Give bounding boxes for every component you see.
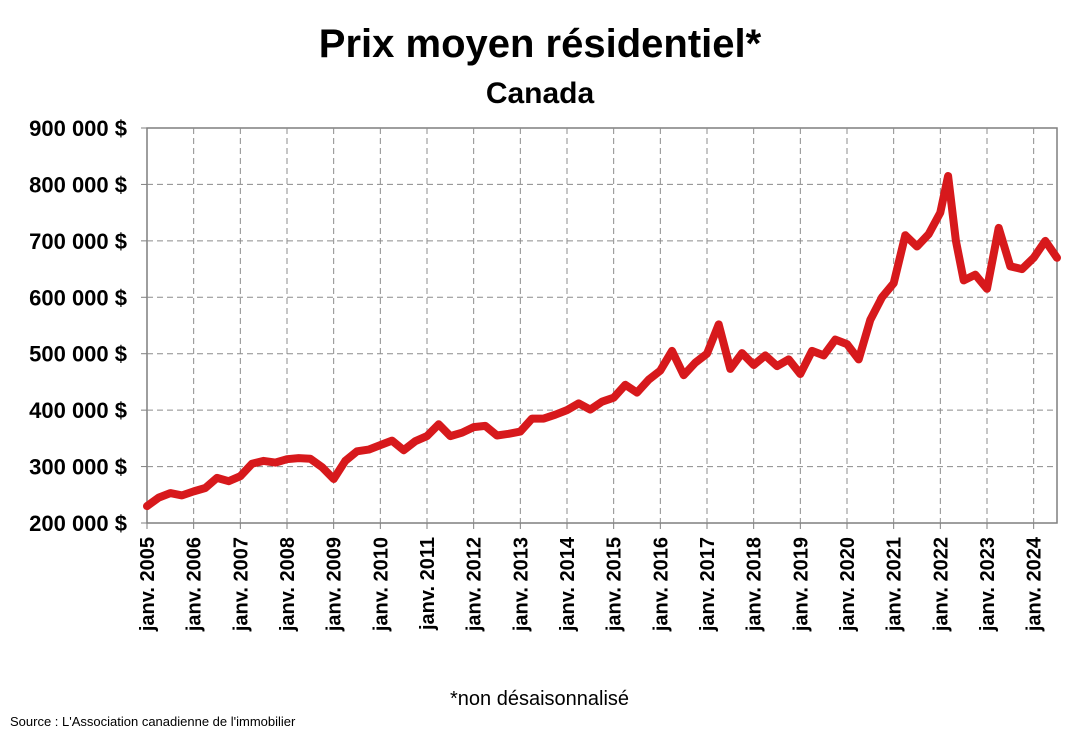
y-tick-label: 700 000 $ xyxy=(29,229,127,254)
y-tick-label: 800 000 $ xyxy=(29,172,127,197)
y-tick-label: 600 000 $ xyxy=(29,285,127,310)
x-tick-label: janv. 2013 xyxy=(510,537,532,632)
x-tick-label: janv. 2011 xyxy=(417,537,439,631)
x-tick-label: janv. 2007 xyxy=(230,537,252,632)
x-tick-label: janv. 2018 xyxy=(744,537,766,632)
y-axis-ticks: 200 000 $ 300 000 $ 400 000 $ 500 000 $ 600 … xyxy=(29,116,147,536)
footnote: *non désaisonnalisé xyxy=(449,688,630,710)
x-tick-label: janv. 2023 xyxy=(977,537,999,632)
x-tick-label: janv. 2006 xyxy=(184,537,206,632)
x-tick-label: janv. 2010 xyxy=(370,537,392,632)
x-tick-label: janv. 2020 xyxy=(837,537,859,632)
y-tick-label: 300 000 $ xyxy=(29,455,127,480)
y-tick-label: 500 000 $ xyxy=(29,342,127,367)
x-tick-label: janv. 2017 xyxy=(697,537,719,632)
x-tick-label: janv. 2016 xyxy=(650,537,672,632)
x-tick-label: janv. 2005 xyxy=(137,537,159,632)
x-tick-label: janv. 2019 xyxy=(790,537,812,632)
x-tick-label: janv. 2015 xyxy=(604,537,626,632)
source-note: Source : L'Association canadienne de l'i… xyxy=(10,714,296,729)
x-tick-label: janv. 2024 xyxy=(1024,536,1046,632)
x-tick-label: janv. 2012 xyxy=(464,537,486,632)
x-tick-label: janv. 2022 xyxy=(930,537,952,632)
y-tick-label: 400 000 $ xyxy=(29,398,127,423)
x-tick-label: janv. 2008 xyxy=(277,537,299,632)
x-tick-label: janv. 2014 xyxy=(557,536,579,632)
x-tick-label: janv. 2009 xyxy=(324,537,346,632)
x-tick-label: janv. 2021 xyxy=(884,537,906,632)
series-line xyxy=(143,172,1061,511)
y-tick-label: 900 000 $ xyxy=(29,116,127,141)
x-axis-ticks: janv. 2005 janv. 2006 janv. 2007 janv. 2008… xyxy=(137,523,1046,632)
chart-title: Prix moyen résidentiel* xyxy=(319,22,762,66)
y-tick-label: 200 000 $ xyxy=(29,511,127,536)
chart-subtitle: Canada xyxy=(486,77,595,110)
